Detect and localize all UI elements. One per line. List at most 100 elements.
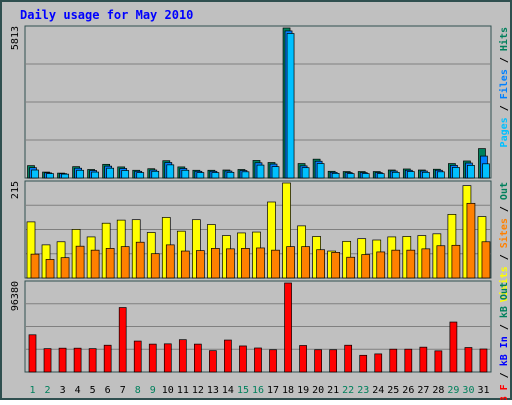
pages-bar bbox=[452, 167, 460, 179]
sites-bar bbox=[421, 248, 431, 279]
kb-f-bar bbox=[404, 348, 413, 373]
kb-f-bar bbox=[148, 343, 157, 373]
kb-f-bar bbox=[194, 343, 202, 373]
legend-text: Visits / Sites / Out bbox=[498, 182, 510, 302]
kb-f-bar bbox=[479, 348, 488, 373]
kb-f-bar bbox=[133, 340, 142, 373]
x-tick-label: 13 bbox=[207, 385, 219, 396]
x-tick-label: 10 bbox=[162, 385, 174, 396]
legend-separator: / bbox=[499, 248, 510, 266]
sites-bar bbox=[346, 256, 356, 279]
pages-bar bbox=[241, 171, 250, 179]
kb-f-bar bbox=[449, 321, 458, 373]
sites-bar bbox=[150, 253, 160, 279]
pages-bar bbox=[61, 173, 69, 179]
legend-separator: / bbox=[499, 366, 510, 384]
kb-f-bar bbox=[43, 348, 52, 373]
sites-bar bbox=[135, 241, 145, 279]
sites-bar bbox=[105, 248, 115, 279]
pages-bar bbox=[361, 173, 370, 179]
kb-f-bar bbox=[329, 349, 337, 373]
sites-bar bbox=[331, 252, 340, 279]
sites-bar bbox=[45, 259, 55, 279]
legend-entry: Hits bbox=[498, 27, 510, 51]
sites-bar bbox=[406, 249, 416, 279]
kb-f-bar bbox=[419, 346, 428, 373]
legend-entry: Files bbox=[498, 69, 510, 99]
y-tick-label: 5813 bbox=[10, 26, 21, 50]
x-tick-label: 21 bbox=[327, 385, 339, 396]
pages-bar bbox=[316, 163, 325, 179]
pages-bar bbox=[421, 171, 430, 179]
legend: kB F / kB In / kB Out bbox=[499, 282, 510, 405]
pages-bar bbox=[286, 33, 295, 179]
x-tick-label: 23 bbox=[357, 385, 369, 396]
pages-bar bbox=[256, 164, 265, 179]
kb-f-bar bbox=[269, 349, 277, 373]
x-tick-label: 30 bbox=[462, 385, 474, 396]
x-tick-label: 8 bbox=[135, 385, 141, 396]
y-tick-label: 215 bbox=[10, 181, 21, 199]
kb-f-bar bbox=[163, 343, 172, 373]
pages-bar bbox=[31, 169, 39, 179]
kb-f-bar bbox=[359, 354, 368, 373]
legend: Visits / Sites / Out bbox=[498, 182, 510, 302]
kb-f-bar bbox=[118, 307, 127, 373]
kb-f-bar bbox=[88, 348, 97, 373]
chart-title: Daily usage for May 2010 bbox=[20, 8, 193, 22]
pages-bar bbox=[181, 169, 190, 179]
x-tick-label: 28 bbox=[432, 385, 444, 396]
legend-text: Pages / Files / Hits bbox=[498, 27, 510, 147]
sites-bar bbox=[211, 248, 220, 279]
kb-f-bar bbox=[284, 282, 292, 373]
pages-bar bbox=[121, 170, 130, 179]
sites-bar bbox=[180, 250, 190, 279]
sites-bar bbox=[436, 245, 446, 279]
x-tick-label: 31 bbox=[477, 385, 489, 396]
x-tick-label: 15 bbox=[237, 385, 249, 396]
sites-bar bbox=[301, 246, 310, 279]
kb-f-bar bbox=[239, 345, 247, 373]
legend-entry: kB In bbox=[499, 336, 510, 366]
pages-bar bbox=[391, 171, 400, 179]
kb-f-bar bbox=[209, 350, 217, 373]
sites-bar bbox=[226, 248, 235, 279]
pages-bar bbox=[196, 172, 205, 179]
kb-f-bar bbox=[374, 353, 383, 373]
x-tick-label: 14 bbox=[222, 385, 234, 396]
sites-bar bbox=[75, 245, 85, 279]
x-tick-label: 19 bbox=[297, 385, 309, 396]
pages-bar bbox=[301, 167, 310, 179]
pages-bar bbox=[376, 173, 385, 179]
legend-separator: / bbox=[499, 200, 510, 218]
pages-bar bbox=[226, 171, 235, 179]
sites-bar bbox=[256, 247, 265, 279]
x-tick-label: 9 bbox=[150, 385, 156, 396]
kb-f-bar bbox=[434, 350, 443, 373]
sites-bar bbox=[271, 249, 280, 279]
sites-bar bbox=[165, 244, 175, 279]
pages-bar bbox=[406, 171, 415, 179]
pages-bar bbox=[166, 164, 175, 179]
sites-bar bbox=[391, 249, 401, 279]
kb-f-bar bbox=[73, 347, 82, 373]
legend-entry: Sites bbox=[498, 218, 510, 248]
legend-entry: kB F bbox=[499, 384, 510, 400]
pages-bar bbox=[91, 171, 99, 179]
y-tick-label: 96380 bbox=[10, 281, 21, 311]
kb-f-bar bbox=[254, 347, 262, 373]
sites-bar bbox=[466, 202, 476, 279]
sites-bar bbox=[30, 253, 40, 279]
legend-text: kB F / kB In / kB Out bbox=[499, 282, 510, 400]
pages-bar bbox=[467, 165, 475, 179]
sites-bar bbox=[376, 251, 386, 279]
sites-bar bbox=[361, 254, 371, 279]
x-tick-label: 18 bbox=[282, 385, 294, 396]
kb-f-bar bbox=[314, 349, 322, 373]
legend-separator: / bbox=[499, 51, 510, 69]
legend-entry: kB Out bbox=[499, 282, 510, 318]
sites-bar bbox=[316, 249, 325, 279]
x-tick-label: 11 bbox=[177, 385, 189, 396]
